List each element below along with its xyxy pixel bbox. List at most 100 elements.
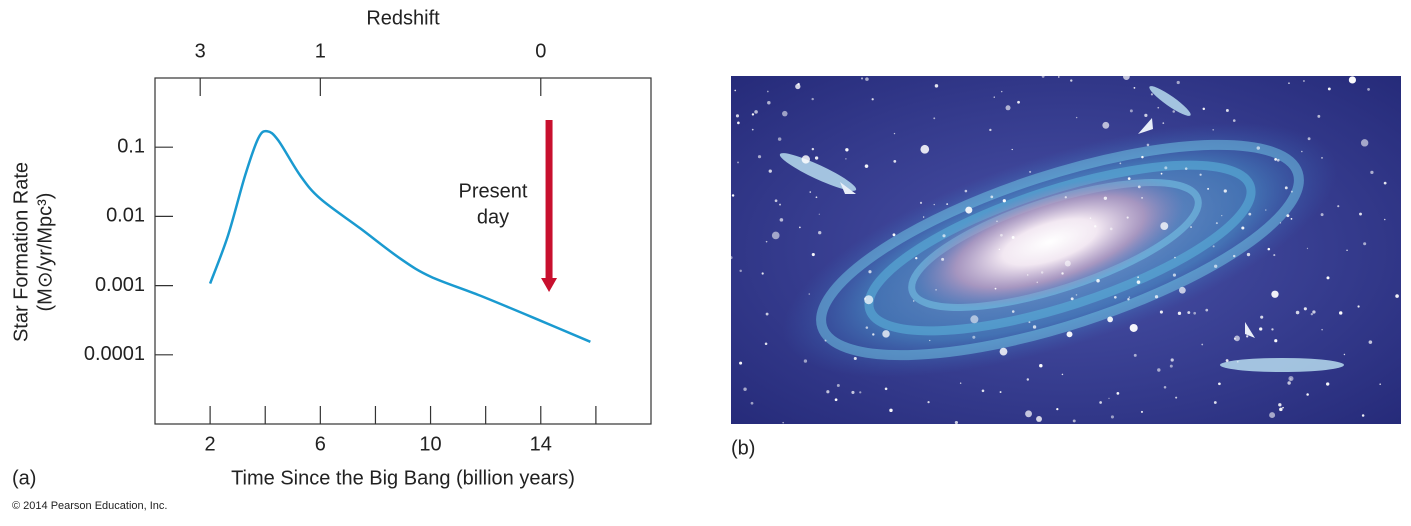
- star: [1177, 311, 1182, 316]
- star: [1302, 79, 1305, 82]
- star: [1137, 185, 1141, 189]
- star: [751, 113, 755, 116]
- star: [1290, 190, 1293, 193]
- star: [1368, 340, 1373, 344]
- star: [993, 96, 995, 98]
- star: [845, 158, 847, 160]
- star: [1176, 80, 1180, 85]
- star: [734, 89, 737, 92]
- star: [1000, 233, 1003, 237]
- star: [1133, 353, 1137, 357]
- star: [739, 361, 743, 365]
- star: [946, 203, 949, 205]
- panel-label: (b): [731, 437, 755, 459]
- star: [864, 164, 869, 168]
- star: [1212, 245, 1215, 248]
- star: [1348, 76, 1357, 84]
- star: [737, 121, 740, 125]
- star: [1205, 308, 1209, 312]
- y-tick-label: 0.01: [106, 205, 145, 227]
- star: [882, 330, 890, 338]
- y-axis-label: Star Formation Rate: [10, 162, 32, 342]
- star: [1126, 216, 1129, 219]
- star: [964, 189, 968, 193]
- star: [865, 77, 869, 81]
- star: [1193, 311, 1197, 315]
- star: [1128, 296, 1131, 298]
- star: [1072, 419, 1076, 423]
- star: [1357, 305, 1360, 308]
- star: [1265, 209, 1267, 211]
- x-tick-label: 6: [315, 433, 326, 455]
- star: [1287, 381, 1291, 385]
- star: [919, 201, 923, 204]
- star: [965, 206, 973, 214]
- star: [1157, 106, 1160, 109]
- star: [954, 420, 958, 424]
- x-tick-label: 2: [205, 433, 216, 455]
- star: [913, 300, 915, 302]
- star: [1232, 119, 1236, 122]
- star: [872, 333, 875, 336]
- star: [1160, 222, 1169, 230]
- x-tick-label: 14: [530, 433, 552, 455]
- star: [739, 269, 742, 273]
- star: [818, 231, 822, 235]
- star: [1284, 186, 1288, 190]
- star: [1075, 116, 1078, 119]
- star: [1109, 227, 1113, 231]
- star: [1212, 128, 1215, 131]
- star: [1157, 368, 1161, 372]
- star: [771, 231, 780, 240]
- x2-axis-label: Redshift: [366, 7, 440, 29]
- star: [1326, 276, 1330, 280]
- star: [1359, 212, 1362, 216]
- star: [782, 110, 788, 117]
- star: [1099, 401, 1102, 404]
- star: [1159, 310, 1163, 314]
- star: [1379, 383, 1382, 386]
- star: [1011, 310, 1015, 313]
- star: [731, 194, 735, 197]
- star: [803, 359, 808, 363]
- star: [996, 220, 998, 222]
- plot-frame: [154, 77, 652, 425]
- star: [1070, 297, 1074, 301]
- star: [1089, 217, 1092, 219]
- star: [1178, 286, 1186, 294]
- star: [1061, 272, 1064, 275]
- star: [1140, 410, 1144, 413]
- star: [1070, 79, 1073, 82]
- star: [1320, 213, 1324, 217]
- star: [981, 389, 985, 393]
- star: [893, 160, 897, 163]
- star: [1383, 218, 1386, 221]
- star: [1028, 321, 1031, 324]
- star: [934, 84, 939, 88]
- star: [826, 390, 830, 394]
- star: [998, 248, 1001, 251]
- star: [1170, 358, 1174, 362]
- star: [1154, 295, 1159, 299]
- star: [1190, 226, 1192, 228]
- star: [1339, 311, 1343, 315]
- star: [1367, 88, 1370, 91]
- star: [1137, 276, 1139, 279]
- star: [751, 128, 754, 131]
- x-axis-label: Time Since the Big Bang (billion years): [231, 467, 575, 489]
- star: [1248, 212, 1252, 216]
- star: [1032, 325, 1037, 329]
- star: [1301, 150, 1303, 153]
- star: [1061, 373, 1064, 376]
- star: [779, 203, 781, 206]
- star: [750, 401, 754, 405]
- galaxy-image: [731, 76, 1401, 424]
- star: [808, 293, 811, 295]
- star: [929, 339, 931, 342]
- star: [1201, 343, 1204, 346]
- star: [811, 97, 814, 101]
- star: [1184, 167, 1188, 170]
- star: [1141, 155, 1144, 159]
- star: [1343, 353, 1346, 356]
- star: [1307, 137, 1311, 141]
